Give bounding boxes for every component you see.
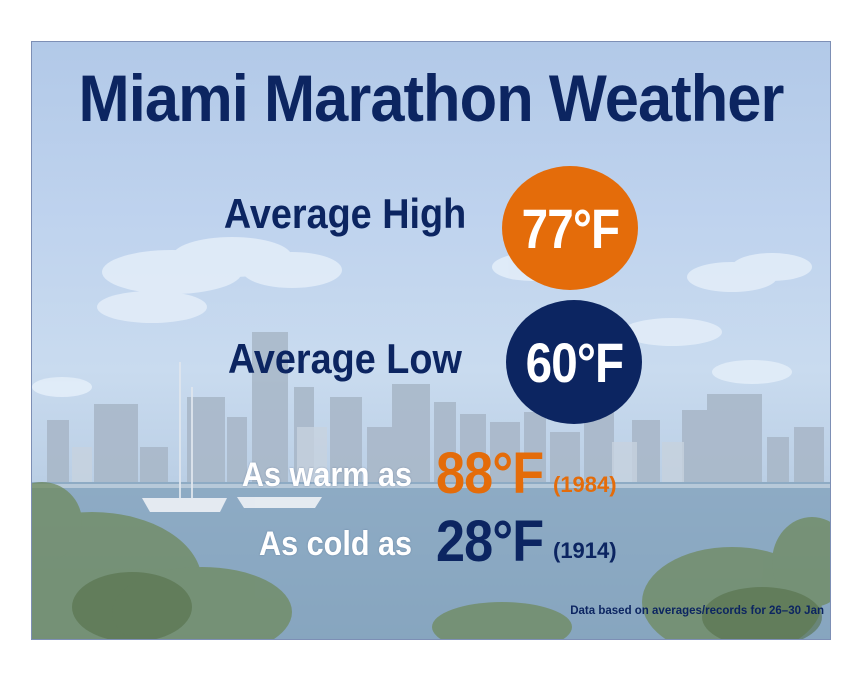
weather-card: Miami Marathon Weather Average High 77°F… [31, 41, 831, 640]
average-high-value: 77°F [521, 196, 620, 260]
record-cold-value: 28°F [436, 509, 544, 574]
record-warm-year: (1984) [553, 472, 617, 497]
average-low-value: 60°F [525, 330, 624, 394]
page-title: Miami Marathon Weather [78, 61, 785, 135]
data-footnote: Data based on averages/records for 26–30… [570, 605, 824, 617]
average-low-label: Average Low [228, 335, 462, 382]
record-warm-value: 88°F [436, 441, 544, 506]
average-high-label: Average High [223, 190, 466, 237]
record-cold-year: (1914) [553, 538, 617, 563]
record-cold-label: As cold as [258, 525, 412, 563]
average-low-badge: 60°F [506, 300, 642, 424]
average-high-badge: 77°F [502, 166, 638, 290]
miami-skyline-photo [32, 237, 830, 639]
record-warm-label: As warm as [241, 456, 412, 494]
